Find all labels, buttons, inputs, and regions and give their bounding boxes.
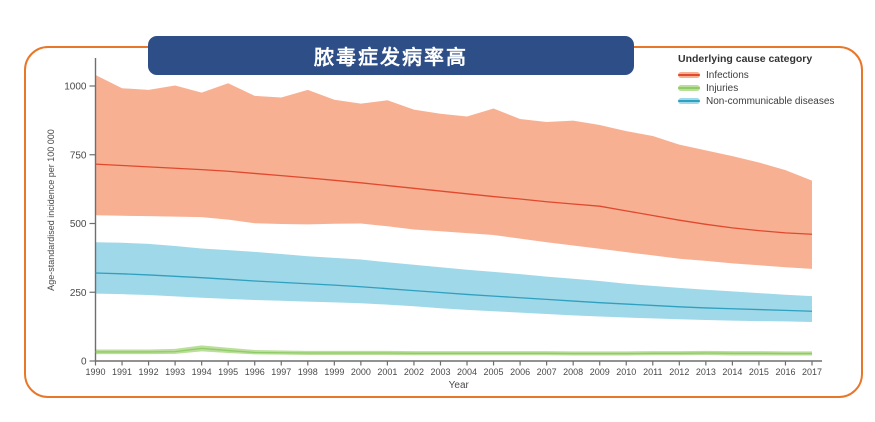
- page-title: 脓毒症发病率高: [314, 47, 468, 69]
- svg-text:2008: 2008: [563, 367, 583, 377]
- svg-text:1991: 1991: [112, 367, 132, 377]
- svg-text:2009: 2009: [590, 367, 610, 377]
- svg-text:2017: 2017: [802, 367, 822, 377]
- svg-text:2016: 2016: [775, 367, 795, 377]
- svg-text:2012: 2012: [669, 367, 689, 377]
- svg-text:2014: 2014: [722, 367, 742, 377]
- svg-text:2015: 2015: [749, 367, 769, 377]
- svg-text:2006: 2006: [510, 367, 530, 377]
- legend-item-non-communicable: Non-communicable diseases: [678, 95, 834, 107]
- svg-text:0: 0: [81, 357, 87, 368]
- svg-text:2001: 2001: [377, 367, 397, 377]
- svg-text:Year: Year: [449, 380, 470, 391]
- infections-swatch-icon: [678, 72, 700, 78]
- legend-label: Infections: [706, 69, 749, 81]
- svg-text:1993: 1993: [165, 367, 185, 377]
- svg-text:2003: 2003: [430, 367, 450, 377]
- svg-text:1992: 1992: [139, 367, 159, 377]
- chart-legend: Underlying cause category Infections Inj…: [678, 53, 834, 108]
- legend-title: Underlying cause category: [678, 53, 813, 65]
- svg-text:1998: 1998: [298, 367, 318, 377]
- svg-text:500: 500: [70, 219, 87, 230]
- svg-text:2005: 2005: [484, 367, 504, 377]
- legend-item-injuries: Injuries: [678, 82, 834, 94]
- svg-text:2004: 2004: [457, 367, 477, 377]
- svg-text:1999: 1999: [324, 367, 344, 377]
- title-banner: 脓毒症发病率高: [148, 36, 634, 75]
- injuries-swatch-icon: [678, 85, 700, 91]
- svg-text:1997: 1997: [271, 367, 291, 377]
- svg-text:1995: 1995: [218, 367, 238, 377]
- legend-item-infections: Infections: [678, 69, 834, 81]
- svg-text:2013: 2013: [696, 367, 716, 377]
- svg-text:2011: 2011: [643, 367, 662, 377]
- svg-text:2010: 2010: [616, 367, 636, 377]
- svg-text:Age-standardised incidence per: Age-standardised incidence per 100 000: [46, 129, 56, 291]
- svg-text:1000: 1000: [64, 82, 87, 93]
- svg-text:2007: 2007: [537, 367, 557, 377]
- svg-text:2000: 2000: [351, 367, 371, 377]
- svg-text:1994: 1994: [192, 367, 212, 377]
- legend-label: Injuries: [706, 82, 739, 94]
- svg-text:1990: 1990: [85, 367, 105, 377]
- svg-text:750: 750: [70, 150, 87, 161]
- svg-text:1996: 1996: [245, 367, 265, 377]
- legend-label: Non-communicable diseases: [706, 95, 835, 107]
- svg-text:2002: 2002: [404, 367, 424, 377]
- svg-text:250: 250: [70, 288, 87, 299]
- non-communicable-swatch-icon: [678, 98, 700, 104]
